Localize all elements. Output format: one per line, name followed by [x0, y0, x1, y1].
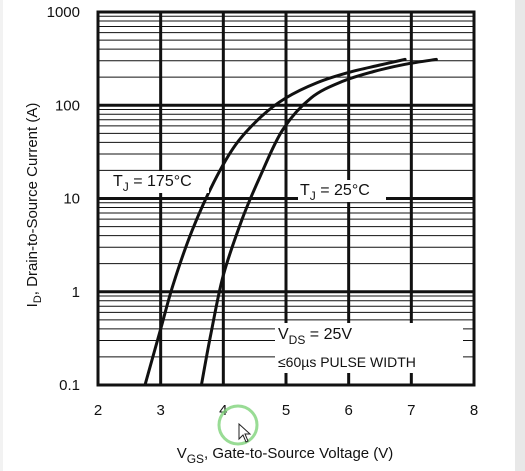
series-line-tj25 — [199, 57, 438, 387]
tj25-label-bg — [298, 180, 386, 202]
y-axis-label: ID, Drain-to-Source Current (A) — [24, 103, 44, 308]
mouse-pointer-icon — [238, 422, 252, 443]
curves — [143, 57, 438, 387]
click-highlight-ring — [217, 404, 259, 446]
x-axis-label: VGS, Gate-to-Source Voltage (V) — [177, 445, 394, 466]
pulse-width-annotation: ≤60µs PULSE WIDTH — [278, 354, 416, 370]
x-tick-label: 3 — [156, 402, 164, 419]
x-tick-label: 7 — [407, 402, 415, 419]
tick-labels: 2 3 4 5 6 7 8 0.1 1 10 100 1000 — [47, 4, 479, 419]
y-tick-label: 0.1 — [59, 377, 80, 394]
y-tick-label: 1000 — [47, 4, 80, 21]
y-tick-label: 100 — [55, 97, 80, 114]
x-tick-label: 5 — [282, 402, 290, 419]
x-tick-label: 4 — [219, 402, 227, 419]
plot-frame — [96, 10, 476, 387]
series-line-tj175 — [143, 57, 407, 387]
conditions-bg — [275, 323, 463, 373]
x-tick-label: 8 — [470, 402, 478, 419]
y-tick-label: 1 — [72, 284, 80, 301]
tj175-annotation: TJ = 175°C — [113, 173, 192, 194]
tj25-annotation: TJ = 25°C — [300, 182, 370, 203]
tj175-label-bg — [111, 171, 209, 193]
x-tick-label: 6 — [344, 402, 352, 419]
y-tick-label: 10 — [63, 191, 80, 208]
left-edge — [0, 0, 3, 471]
grid — [96, 10, 476, 387]
right-edge — [515, 0, 525, 471]
x-tick-label: 2 — [94, 402, 102, 419]
vds-annotation: VDS = 25V — [278, 326, 352, 347]
